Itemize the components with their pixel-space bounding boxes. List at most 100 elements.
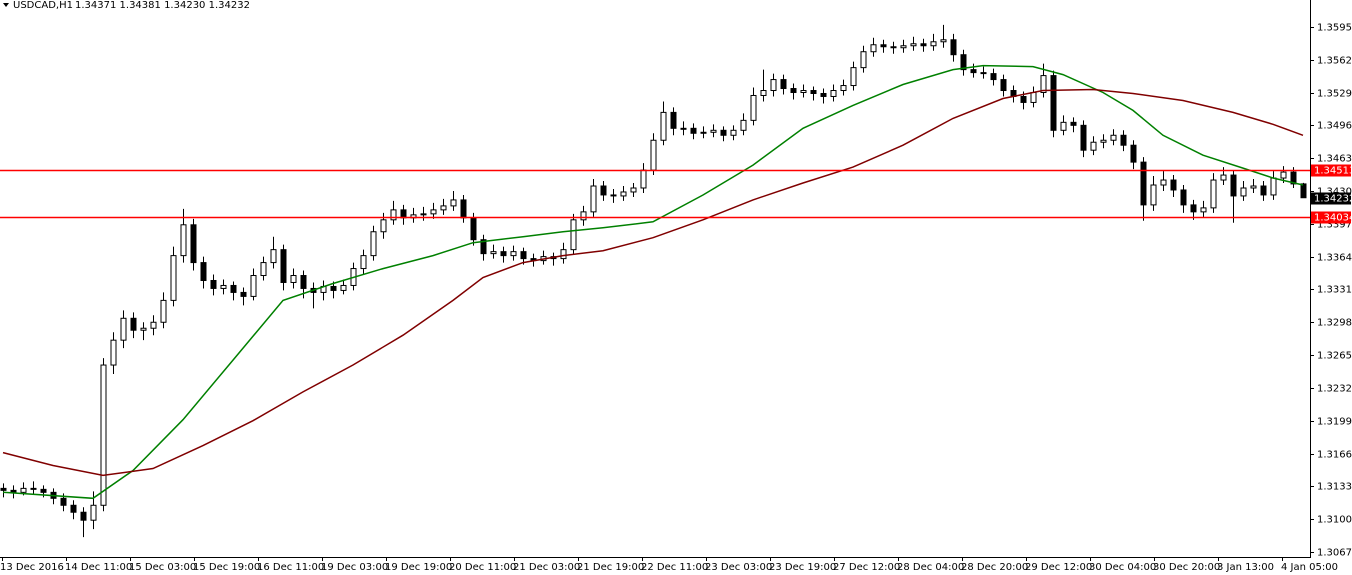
candle-body [670, 111, 677, 129]
candle-body [840, 85, 847, 92]
candle-body [250, 275, 257, 297]
candle-body [700, 131, 707, 134]
y-tick-label: 1.33640 [1317, 253, 1352, 264]
y-tick-label: 1.33310 [1317, 285, 1352, 296]
candle-body [610, 194, 617, 197]
candle-body [60, 497, 67, 506]
y-tick-label: 1.31990 [1317, 417, 1352, 428]
candle-body [940, 39, 947, 43]
candle-body [990, 73, 997, 81]
candle-body [80, 511, 87, 521]
candle-body [1090, 141, 1097, 151]
x-tick-label: 15 Dec 03:00 [129, 562, 196, 573]
candle-body [870, 44, 877, 53]
candle-body [570, 219, 577, 251]
candle-body [380, 219, 387, 233]
candle-body [100, 364, 107, 506]
candle-body [820, 92, 827, 97]
x-tick-label: 30 Dec 20:00 [1153, 562, 1220, 573]
candle-body [1030, 92, 1037, 103]
moving-average [2, 88, 1304, 477]
candle-body [1240, 187, 1247, 197]
candle-body [150, 321, 157, 329]
candle-body [390, 209, 397, 221]
candle-body [590, 185, 597, 213]
candle-body [1060, 121, 1067, 131]
candle-body [800, 90, 807, 94]
candle-body [1260, 185, 1267, 196]
candle-body [450, 199, 457, 207]
y-tick-label: 1.35620 [1317, 56, 1352, 67]
candle-body [850, 67, 857, 87]
y-tick-label: 1.34300 [1317, 187, 1352, 198]
x-tick-label: 20 Dec 11:00 [449, 562, 516, 573]
candle-body [770, 79, 777, 92]
candle-body [420, 213, 427, 216]
candle-body [470, 217, 477, 241]
symbol: USDCAD,H1 [13, 0, 73, 11]
candle-body [980, 72, 987, 75]
candle-body [960, 54, 967, 71]
y-tick-label: 1.32650 [1317, 351, 1352, 362]
candle-body [1110, 134, 1117, 141]
candle-body [260, 262, 267, 277]
candle-body [600, 185, 607, 196]
candle-body [580, 211, 587, 221]
candle-body [110, 339, 117, 366]
candle-body [490, 251, 497, 255]
candle-body [690, 127, 697, 134]
candle-body [1020, 95, 1027, 103]
candle-body [660, 111, 667, 141]
candle-body [130, 317, 137, 331]
candle-body [780, 79, 787, 90]
x-tick-label: 23 Dec 03:00 [705, 562, 772, 573]
candle-body [1070, 121, 1077, 126]
x-tick-label: 27 Dec 12:00 [833, 562, 900, 573]
candle-body [1100, 139, 1107, 143]
candle-body [1250, 185, 1257, 189]
y-tick-label: 1.31000 [1317, 515, 1352, 526]
candle-body [400, 209, 407, 219]
level-label-box [1311, 164, 1351, 177]
x-tick-label: 4 Jan 05:00 [1281, 562, 1338, 573]
x-tick-label: 21 Dec 19:00 [577, 562, 644, 573]
candle-body [190, 224, 197, 264]
y-tick-label: 1.34630 [1317, 154, 1352, 165]
candle-body [1270, 177, 1277, 196]
bid-label: 1.34232 [1314, 194, 1352, 205]
candle-body [280, 249, 287, 283]
candle-body [90, 504, 97, 521]
menu-triangle[interactable] [3, 3, 9, 7]
bid-label-box [1311, 192, 1351, 205]
x-tick-label: 14 Dec 11:00 [65, 562, 132, 573]
candle-body [650, 139, 657, 171]
candle-body [210, 279, 217, 289]
candle-body [1050, 75, 1057, 131]
candle-body [970, 69, 977, 74]
candle-body [430, 209, 437, 215]
y-tick-label: 1.32980 [1317, 318, 1352, 329]
y-tick-label: 1.32320 [1317, 384, 1352, 395]
candle-body [890, 46, 897, 49]
candle-body [1290, 171, 1297, 185]
candle-body [830, 90, 837, 97]
candle-body [480, 239, 487, 255]
y-tick-label: 1.34960 [1317, 121, 1352, 132]
candle-body [270, 249, 277, 264]
y-tick-label: 1.31330 [1317, 482, 1352, 493]
candle-body [170, 255, 177, 301]
x-tick-label: 30 Dec 04:00 [1089, 562, 1156, 573]
candle-body [220, 284, 227, 289]
x-tick-label: 15 Dec 19:00 [193, 562, 260, 573]
candle-body [1300, 183, 1307, 199]
candle-body [1080, 124, 1087, 151]
candle-body [520, 251, 527, 260]
candle-body [920, 43, 927, 47]
candle-body [710, 129, 717, 133]
candle-body [1190, 204, 1197, 213]
candle-body [560, 249, 567, 260]
candle-body [1170, 179, 1177, 191]
candle-body [10, 489, 17, 493]
